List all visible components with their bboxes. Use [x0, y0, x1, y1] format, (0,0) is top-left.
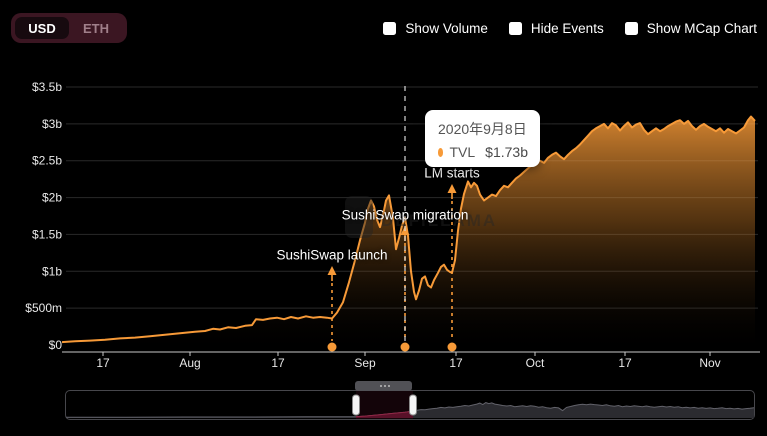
- tooltip-value: $1.73b: [485, 144, 528, 160]
- x-axis-tick-label: Sep: [354, 356, 376, 370]
- usd-toggle-button[interactable]: USD: [15, 17, 69, 39]
- x-axis-tick-label: 17: [96, 356, 110, 370]
- checkbox-icon[interactable]: [383, 22, 397, 35]
- event-label-lm-starts: LM starts: [424, 165, 480, 181]
- show-mcap-checkbox[interactable]: Show MCap Chart: [624, 21, 757, 36]
- event-dot[interactable]: [327, 342, 337, 352]
- x-axis-tick-label: Oct: [526, 356, 545, 370]
- checkbox-icon[interactable]: [624, 22, 638, 35]
- chart-options-row: Show Volume Hide Events Show MCap Chart: [383, 21, 757, 36]
- event-arrow-icon: [327, 266, 337, 275]
- y-axis-tick-label: $1.5b: [32, 227, 62, 241]
- event-arrow-icon: [447, 184, 457, 193]
- tvl-series-dot-icon: [438, 147, 444, 157]
- tvl-area-fill: [62, 116, 755, 345]
- brush-selection[interactable]: [356, 391, 413, 419]
- x-axis-tick-label: Nov: [699, 356, 720, 370]
- drag-dots-icon: [383, 385, 386, 387]
- checkbox-icon[interactable]: [508, 22, 522, 35]
- chart-navigator[interactable]: [65, 390, 755, 420]
- navigator-chart[interactable]: [66, 391, 754, 419]
- navigator-silhouette: [66, 402, 754, 418]
- x-axis-tick-label: 17: [271, 356, 285, 370]
- navigator-topline: [66, 402, 754, 418]
- y-axis-tick-label: $3b: [42, 117, 62, 131]
- x-axis-tick-label: 17: [618, 356, 632, 370]
- y-axis-tick-label: $2.5b: [32, 154, 62, 168]
- hide-events-checkbox[interactable]: Hide Events: [508, 21, 604, 36]
- x-axis-tick-label: Aug: [179, 356, 200, 370]
- tooltip-date: 2020年9月8日: [438, 121, 527, 137]
- event-label-sushiswap-migration: SushiSwap migration: [341, 207, 469, 223]
- checkbox-label: Hide Events: [530, 21, 604, 36]
- tooltip-series-label: TVL: [449, 144, 476, 160]
- chart-tooltip: 2020年9月8日 TVL $1.73b: [425, 110, 540, 167]
- event-dot[interactable]: [400, 342, 410, 352]
- x-axis-tick-label: 17: [449, 356, 463, 370]
- event-label-sushiswap-launch: SushiSwap launch: [276, 247, 388, 263]
- y-axis-tick-label: $1b: [42, 264, 62, 278]
- currency-toggle: USD ETH: [11, 13, 127, 43]
- y-axis-tick-label: $500m: [25, 301, 62, 315]
- tvl-line: [61, 115, 756, 344]
- y-axis-tick-label: $3.5b: [32, 80, 62, 94]
- tvl-area-chart[interactable]: DEFILLAMA $0 $500m $1b $1.5b $2b $2.5b $3b $3.5b…: [0, 0, 767, 380]
- brush-range-pill[interactable]: [355, 381, 412, 391]
- watermark-text: DEFILLAMA: [381, 211, 497, 230]
- y-axis-tick-label: $2b: [42, 191, 62, 205]
- brush-handle-left[interactable]: [352, 394, 360, 416]
- defillama-watermark-logo: DEFILLAMA: [345, 196, 497, 238]
- y-axis-tick-label: $0: [49, 338, 63, 352]
- checkbox-label: Show Volume: [405, 21, 488, 36]
- eth-toggle-button[interactable]: ETH: [69, 17, 123, 39]
- brush-handle-right[interactable]: [409, 394, 417, 416]
- event-dot[interactable]: [447, 342, 457, 352]
- checkbox-label: Show MCap Chart: [646, 21, 757, 36]
- show-volume-checkbox[interactable]: Show Volume: [383, 21, 488, 36]
